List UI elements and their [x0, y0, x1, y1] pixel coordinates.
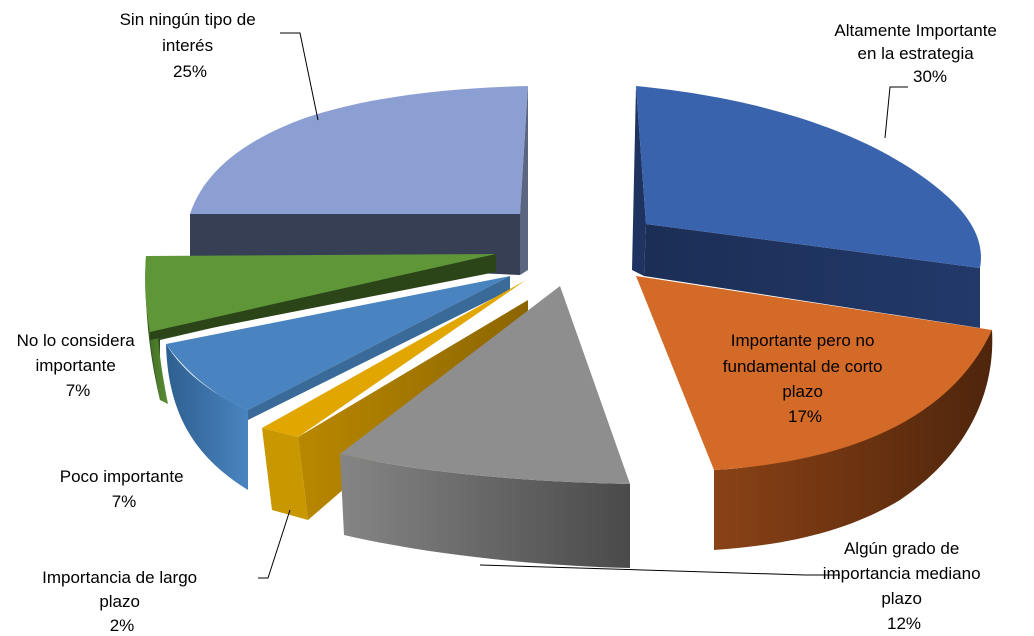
label-sin-interes: Sin ningún tipo de interés 25%: [120, 10, 261, 81]
label-importante-corto: Importante pero no fundamental de corto …: [723, 331, 887, 426]
label-no-considera-line2: importante: [35, 356, 115, 375]
slice-altamente-side: [644, 224, 980, 328]
label-sin-interes-line1: Sin ningún tipo de: [120, 10, 256, 29]
slice-altamente: [632, 86, 981, 328]
label-algun-grado-line2: importancia mediano: [823, 564, 981, 583]
label-importante-corto-line3: plazo: [782, 382, 823, 401]
leader-line-sin-interes: [280, 32, 319, 121]
label-altamente-line2: en la estrategia: [858, 44, 975, 63]
label-no-considera: No lo considera importante 7%: [17, 331, 140, 400]
label-no-considera-line1: No lo considera: [17, 331, 136, 350]
slice-no-considera: [145, 254, 497, 404]
slice-algun-grado-face: [340, 286, 630, 484]
slice-sin-interes-face: [190, 86, 528, 214]
slice-poco-importante-side: [166, 344, 248, 490]
leader-line-largo-plazo: [258, 509, 291, 579]
label-poco-importante-line1: Poco importante: [60, 467, 184, 486]
label-largo-plazo-line1: Importancia de largo: [42, 568, 197, 587]
label-poco-importante: Poco importante 7%: [60, 467, 189, 511]
label-largo-plazo-percent: 2%: [110, 616, 135, 635]
slice-largo-plazo-face: [262, 280, 526, 437]
leader-line-altamente: [884, 86, 908, 139]
label-importante-corto-line2: fundamental de corto: [723, 357, 883, 376]
leader-line-algun-grado: [479, 564, 840, 576]
label-algun-grado-percent: 12%: [887, 614, 921, 633]
label-importante-corto-percent: 17%: [788, 407, 822, 426]
slice-no-considera-face: [145, 254, 497, 332]
slice-largo-plazo-side: [262, 428, 308, 520]
slice-importante-corto-face: [636, 276, 992, 470]
label-largo-plazo-line2: plazo: [99, 592, 140, 611]
label-algun-grado-line3: plazo: [881, 589, 922, 608]
label-sin-interes-line2: interés: [162, 36, 213, 55]
label-algun-grado: Algún grado de importancia mediano plazo…: [823, 539, 986, 633]
slice-importante-corto: [636, 276, 993, 550]
slice-poco-importante-face: [166, 276, 510, 410]
slice-poco-importante: [166, 276, 510, 490]
label-algun-grado-line1: Algún grado de: [844, 539, 959, 558]
slice-algun-grado-side: [340, 454, 630, 568]
label-altamente: Altamente Importante en la estrategia 30…: [834, 21, 1001, 86]
slice-algun-grado: [340, 286, 630, 568]
label-altamente-line1: Altamente Importante: [834, 21, 997, 40]
slice-altamente-face: [636, 86, 981, 268]
label-no-considera-percent: 7%: [66, 381, 91, 400]
label-altamente-percent: 30%: [913, 67, 947, 86]
label-importante-corto-line1: Importante pero no: [731, 331, 875, 350]
slice-sin-interes: [190, 86, 528, 275]
label-sin-interes-percent: 25%: [173, 62, 207, 81]
label-largo-plazo: Importancia de largo plazo 2%: [42, 568, 202, 635]
label-poco-importante-percent: 7%: [112, 492, 137, 511]
